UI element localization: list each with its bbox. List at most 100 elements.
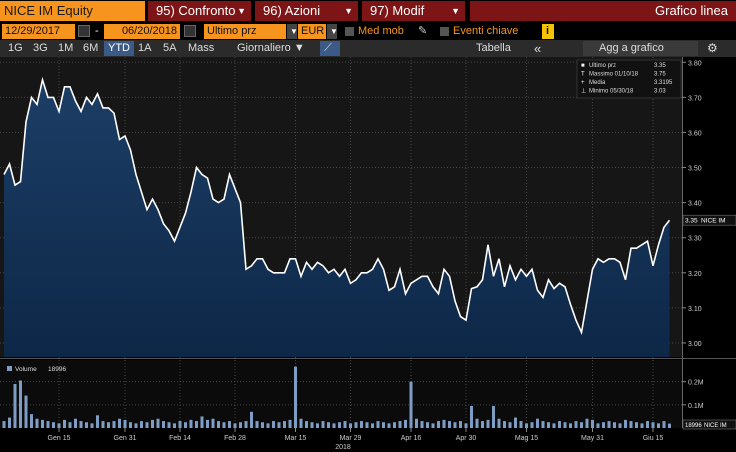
- x-tick-label: Giu 15: [643, 435, 664, 442]
- calendar-icon[interactable]: [184, 25, 196, 37]
- volume-bar: [24, 395, 28, 428]
- x-tick-label: Apr 16: [401, 435, 422, 442]
- volume-bar: [35, 418, 39, 428]
- volume-bar: [184, 422, 187, 428]
- end-date[interactable]: 06/20/2018: [104, 24, 180, 39]
- table-button[interactable]: Tabella: [476, 42, 511, 54]
- period-button[interactable]: 1G: [8, 42, 23, 54]
- x-tick-label: Apr 30: [456, 435, 477, 442]
- volume-bar: [74, 418, 77, 428]
- volume-bar: [558, 421, 561, 428]
- volume-bar: [349, 423, 352, 428]
- volume-bar: [651, 422, 655, 428]
- start-date[interactable]: 12/29/2017: [2, 24, 75, 39]
- tab[interactable]: 96) Azioni ▼: [255, 1, 358, 21]
- field-select[interactable]: Ultimo prz: [204, 24, 286, 39]
- volume-bar: [580, 422, 583, 428]
- volume-bar: [585, 418, 589, 428]
- period-button[interactable]: 5A: [163, 42, 177, 54]
- last-value-box: [682, 419, 736, 430]
- volume-bar: [52, 422, 55, 428]
- volume-bar: [426, 422, 429, 428]
- period-button[interactable]: YTD: [104, 41, 134, 56]
- collapse-button[interactable]: «: [534, 41, 542, 56]
- volume-bar: [332, 423, 336, 428]
- period-button[interactable]: 6M: [83, 42, 99, 54]
- volume-bar: [167, 422, 171, 428]
- tab[interactable]: 95) Confronto ▼: [148, 1, 251, 21]
- checkbox[interactable]: [440, 27, 449, 36]
- add-to-chart-button[interactable]: Agg a grafico: [583, 41, 698, 56]
- period-button[interactable]: 1A: [138, 42, 152, 54]
- x-axis-year: 2018: [335, 444, 351, 451]
- volume-bar: [508, 422, 512, 428]
- volume-bar: [63, 419, 66, 428]
- moving-avg-label: Med mob: [358, 25, 404, 37]
- dropdown[interactable]: ▼: [327, 24, 338, 39]
- dropdown[interactable]: ▼: [287, 24, 298, 39]
- volume-bar: [206, 419, 209, 428]
- volume-bar: [541, 421, 545, 428]
- volume-bar: [118, 418, 121, 428]
- settings-icon[interactable]: ⚙: [707, 41, 718, 55]
- volume-bar: [481, 421, 484, 428]
- checkbox[interactable]: [345, 27, 354, 36]
- volume-bar: [415, 418, 418, 428]
- frequency-select[interactable]: Giornaliero ▼: [237, 42, 305, 54]
- volume-bar: [96, 415, 99, 428]
- volume-bar: [57, 423, 61, 428]
- volume-bar: [90, 423, 94, 428]
- volume-bar: [442, 419, 446, 428]
- volume-bar: [486, 419, 490, 428]
- period-button[interactable]: Mass: [188, 42, 215, 54]
- volume-bar: [305, 421, 308, 428]
- calendar-icon[interactable]: [78, 25, 90, 37]
- period-button[interactable]: 3G: [33, 42, 48, 54]
- y-tick-label: 3.60: [688, 130, 702, 137]
- volume-bar: [79, 421, 83, 428]
- stats-value: 3.03: [654, 89, 666, 95]
- volume-bar: [431, 423, 435, 428]
- volume-bar: [475, 418, 479, 428]
- volume-bar: [459, 421, 462, 428]
- volume-bar: [530, 422, 534, 428]
- volume-bar: [277, 422, 281, 428]
- pencil-icon[interactable]: ✎: [418, 25, 428, 37]
- chart-icon[interactable]: ⟋: [320, 41, 340, 56]
- volume-bar: [497, 418, 501, 428]
- volume-bar: [283, 421, 286, 428]
- volume-bar: [211, 418, 215, 428]
- tab-label: 95) Confronto: [156, 3, 236, 18]
- frequency-label: Giornaliero: [237, 42, 291, 54]
- volume-bar: [250, 411, 253, 428]
- legend-swatch: [7, 366, 12, 371]
- currency-select[interactable]: EUR: [298, 24, 326, 39]
- volume-bar: [376, 421, 380, 428]
- volume-bar: [371, 423, 374, 428]
- period-button[interactable]: 1M: [58, 42, 74, 54]
- volume-bar: [19, 380, 22, 428]
- stats-label: Media: [589, 80, 606, 86]
- info-button[interactable]: i: [542, 24, 554, 39]
- volume-bar: [398, 421, 402, 428]
- volume-bar: [244, 421, 248, 428]
- volume-bar: [453, 422, 457, 428]
- volume-bar: [420, 421, 424, 428]
- stats-label: Massimo 01/10/18: [589, 72, 639, 78]
- period-bar: [0, 40, 736, 57]
- volume-bar: [46, 421, 50, 428]
- tab[interactable]: 97) Modif ▼: [362, 1, 465, 21]
- volume-bar: [591, 419, 594, 428]
- volume-bar: [338, 422, 341, 428]
- security-field[interactable]: NICE IM Equity: [0, 1, 145, 21]
- volume-bar: [85, 422, 88, 428]
- volume-bar: [360, 421, 363, 428]
- volume-bar: [255, 421, 259, 428]
- volume-bar: [123, 419, 127, 428]
- volume-bar: [404, 419, 407, 428]
- stats-value: 3.3195: [654, 80, 673, 86]
- volume-bar: [602, 422, 605, 428]
- volume-bar: [470, 406, 473, 428]
